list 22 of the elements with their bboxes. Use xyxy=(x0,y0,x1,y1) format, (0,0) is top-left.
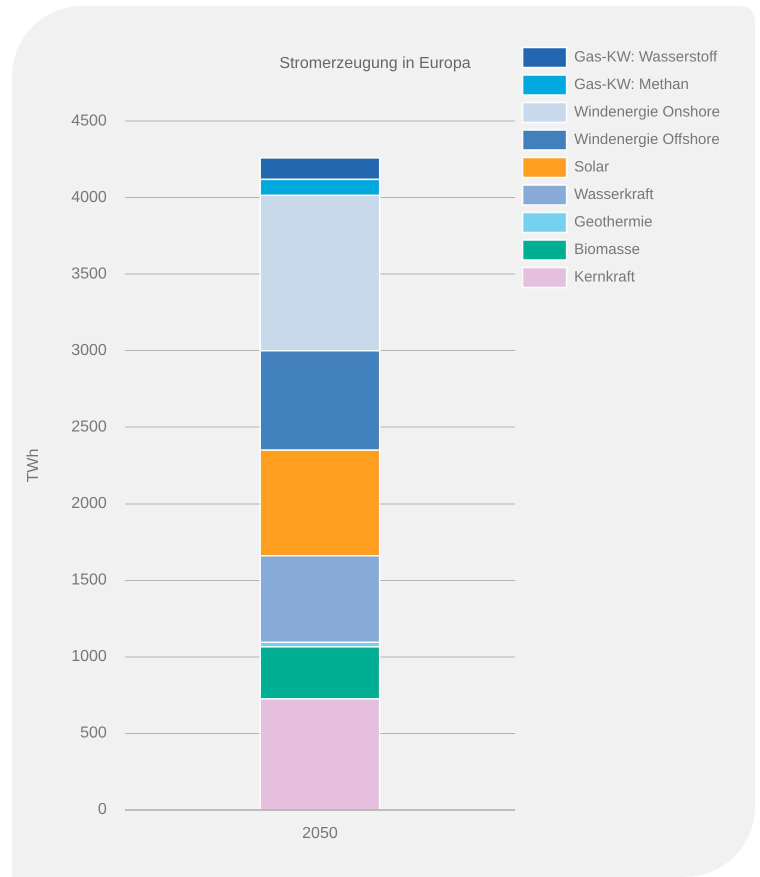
y-tick-label: 3000 xyxy=(71,342,107,360)
legend-label: Geothermie xyxy=(574,214,652,231)
legend-label: Gas-KW: Wasserstoff xyxy=(574,48,718,66)
y-tick-label: 4000 xyxy=(71,189,107,206)
y-axis-title: TWh xyxy=(25,448,42,482)
y-tick-label: 2000 xyxy=(71,495,107,512)
y-tick-label: 1000 xyxy=(71,648,107,666)
y-tick-label: 4500 xyxy=(71,112,107,130)
y-tick-label: 1500 xyxy=(71,572,107,589)
y-tick-label: 0 xyxy=(98,801,107,818)
legend-label: Kernkraft xyxy=(574,268,636,286)
legend-label: Solar xyxy=(574,158,610,176)
legend-label: Windenergie Onshore xyxy=(574,104,720,121)
y-tick-label: 500 xyxy=(80,724,107,742)
y-tick-label: 2500 xyxy=(71,418,107,436)
legend-label: Biomasse xyxy=(574,241,640,258)
x-tick-label: 2050 xyxy=(302,824,338,842)
legend-label: Wasserkraft xyxy=(574,186,654,204)
legend-label: Windenergie Offshore xyxy=(574,131,720,148)
y-tick-label: 3500 xyxy=(71,266,107,283)
legend-label: Gas-KW: Methan xyxy=(574,76,689,94)
chart-title: Stromerzeugung in Europa xyxy=(279,55,471,72)
